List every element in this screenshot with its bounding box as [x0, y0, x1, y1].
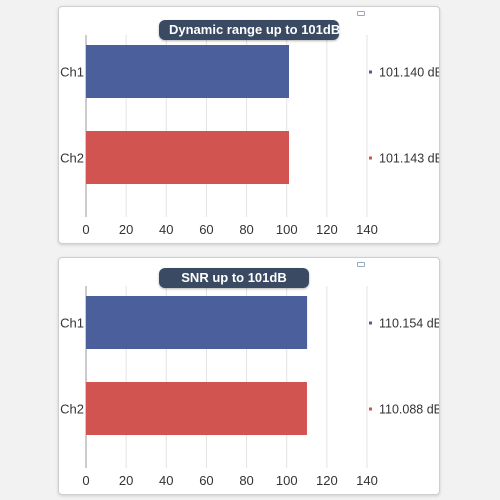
x-tick-label: 60: [199, 473, 213, 488]
value-label: 101.140 dB: [379, 66, 439, 80]
x-tick-label: 40: [159, 473, 173, 488]
x-tick-label: 0: [82, 222, 89, 237]
bar-ch1: [86, 296, 308, 349]
category-label: Ch1: [60, 65, 84, 80]
x-tick-label: 80: [239, 473, 253, 488]
x-tick-label: 40: [159, 222, 173, 237]
category-label: Ch2: [60, 402, 84, 417]
x-tick-label: 60: [199, 222, 213, 237]
chart-title: Dynamic range up to 101dB: [159, 20, 340, 40]
panel-corner-icon: [357, 262, 365, 267]
x-tick-label: 120: [316, 222, 338, 237]
panel-corner-icon: [357, 11, 365, 16]
x-tick-label: 140: [356, 473, 378, 488]
x-tick-label: 0: [82, 473, 89, 488]
chart-svg: 0 20 40 60 80 100 120 140 Ch1 110.154 dB Ch2 110.08…: [60, 286, 439, 488]
x-tick-label: 20: [119, 473, 133, 488]
chart-panel-snr: 0 20 40 60 80 100 120 140 Ch1 110.154 dB Ch2 110.08…: [58, 257, 440, 495]
bar-ch2: [86, 131, 290, 184]
value-label: 110.088 dB: [379, 403, 439, 417]
x-tick-label: 20: [119, 222, 133, 237]
x-tick-label: 140: [356, 222, 378, 237]
bar-ch2: [86, 382, 307, 435]
x-tick-label: 100: [276, 473, 298, 488]
bar-ch1: [86, 45, 290, 98]
value-marker: [369, 70, 372, 74]
x-tick-label: 120: [316, 473, 338, 488]
chart-svg: 0 20 40 60 80 100 120 140 Ch1 101.140 dB Ch2 101.14…: [60, 35, 439, 237]
value-label: 110.154 dB: [379, 317, 439, 331]
value-marker: [369, 321, 372, 325]
chart-panel-dynamic-range: 0 20 40 60 80 100 120 140 Ch1 101.140 dB Ch2 101.14…: [58, 6, 440, 244]
x-tick-label: 80: [239, 222, 253, 237]
x-tick-label: 100: [276, 222, 298, 237]
value-marker: [369, 407, 372, 411]
category-label: Ch1: [60, 316, 84, 331]
value-marker: [369, 156, 372, 160]
category-label: Ch2: [60, 151, 84, 166]
value-label: 101.143 dB: [379, 152, 439, 166]
chart-title: SNR up to 101dB: [159, 268, 309, 288]
